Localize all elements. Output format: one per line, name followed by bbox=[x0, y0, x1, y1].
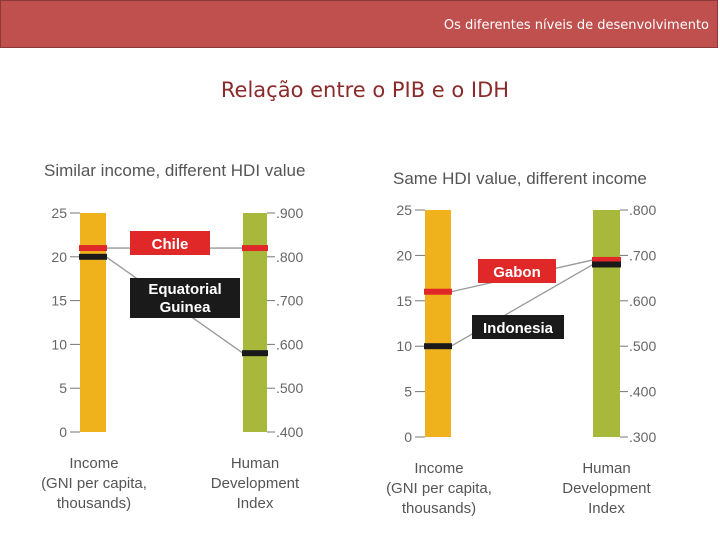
chart-2-right-tick-label: .500 bbox=[629, 338, 656, 354]
chart-1-left-tick-label: 10 bbox=[51, 336, 67, 352]
chart-2-hdi-marker-gabon bbox=[592, 256, 621, 263]
chart-2-tag-gabon bbox=[478, 259, 556, 283]
chart-2-income-marker-indonesia bbox=[424, 343, 452, 350]
chart-2-hdi-axis-label: Development bbox=[562, 480, 651, 497]
chart-1-income-marker-equatorial-guinea bbox=[79, 253, 107, 260]
chart-2-income-bar bbox=[425, 210, 451, 437]
chart-2-right-tick-label: .400 bbox=[629, 384, 656, 400]
chart-2-title: Same HDI value, different income bbox=[393, 169, 647, 188]
chart-1-hdi-marker-chile bbox=[242, 245, 268, 252]
chart-1-income-axis-label: thousands) bbox=[57, 495, 131, 512]
chart-2-income-marker-gabon bbox=[424, 288, 452, 295]
chart-2-right-tick-label: .800 bbox=[629, 202, 656, 218]
chart-2-left-tick-label: 20 bbox=[396, 247, 412, 263]
chart-2-left-tick-label: 15 bbox=[396, 293, 412, 309]
chart-2-hdi-bar bbox=[593, 210, 620, 437]
chart-1-income-axis-label: Income bbox=[69, 455, 118, 472]
chart-1-income-axis-label: (GNI per capita, bbox=[41, 475, 147, 492]
chart-1-right-tick-label: .400 bbox=[276, 424, 303, 440]
chart-1-tag-equatorial-guinea bbox=[130, 278, 240, 318]
chart-2-left-tick-label: 25 bbox=[396, 202, 412, 218]
chart-1-hdi-axis-label: Development bbox=[211, 475, 300, 492]
chart-1-left-tick-label: 0 bbox=[59, 424, 67, 440]
chart-1-tag-label-equatorial-guinea: Equatorial bbox=[148, 281, 221, 298]
chart-2-hdi-axis-label: Index bbox=[588, 500, 625, 517]
chart-1-title: Similar income, different HDI value bbox=[44, 161, 305, 180]
chart-1-right-tick-label: .800 bbox=[276, 249, 303, 265]
chart-1-tag-label-equatorial-guinea: Guinea bbox=[160, 299, 212, 316]
chart-1-right-tick-label: .900 bbox=[276, 205, 303, 221]
chart-1-hdi-axis-label: Index bbox=[237, 495, 274, 512]
header-banner: Os diferentes níveis de desenvolvimento bbox=[0, 0, 718, 48]
chart-1-income-marker-chile bbox=[79, 245, 107, 252]
chart-2-left-tick-label: 0 bbox=[404, 429, 412, 445]
chart-2-hdi-axis-label: Human bbox=[582, 460, 630, 477]
chart-2-right-tick-label: .300 bbox=[629, 429, 656, 445]
chart-2-tag-label-indonesia: Indonesia bbox=[483, 320, 554, 337]
chart-1-hdi-marker-equatorial-guinea bbox=[242, 350, 268, 357]
chart-2-left-tick-label: 5 bbox=[404, 384, 412, 400]
chart-1-right-tick-label: .700 bbox=[276, 293, 303, 309]
chart-2-left-tick-label: 10 bbox=[396, 338, 412, 354]
chart-1-left-tick-label: 20 bbox=[51, 249, 67, 265]
chart-1-tag-chile bbox=[130, 231, 210, 255]
chart-2-income-axis-label: Income bbox=[414, 460, 463, 477]
chart-2-right-tick-label: .700 bbox=[629, 247, 656, 263]
chart-1-left-tick-label: 5 bbox=[59, 380, 67, 396]
banner-title: Os diferentes níveis de desenvolvimento bbox=[443, 18, 709, 33]
chart-1-right-tick-label: .600 bbox=[276, 336, 303, 352]
chart-1-left-tick-label: 15 bbox=[51, 293, 67, 309]
chart-2-right-tick-label: .600 bbox=[629, 293, 656, 309]
chart-2-income-axis-label: (GNI per capita, bbox=[386, 480, 492, 497]
page-title: Relação entre o PIB e o IDH bbox=[220, 78, 510, 102]
chart-1-right-tick-label: .500 bbox=[276, 380, 303, 396]
chart-2-hdi-marker-indonesia bbox=[592, 261, 621, 268]
chart-1-tag-label-chile: Chile bbox=[152, 236, 189, 253]
chart-2-tag-label-gabon: Gabon bbox=[493, 264, 541, 281]
chart-1-left-tick-label: 25 bbox=[51, 205, 67, 221]
chart-2-income-axis-label: thousands) bbox=[402, 500, 476, 517]
chart-2-tag-indonesia bbox=[472, 315, 564, 339]
chart-1-hdi-axis-label: Human bbox=[231, 455, 279, 472]
